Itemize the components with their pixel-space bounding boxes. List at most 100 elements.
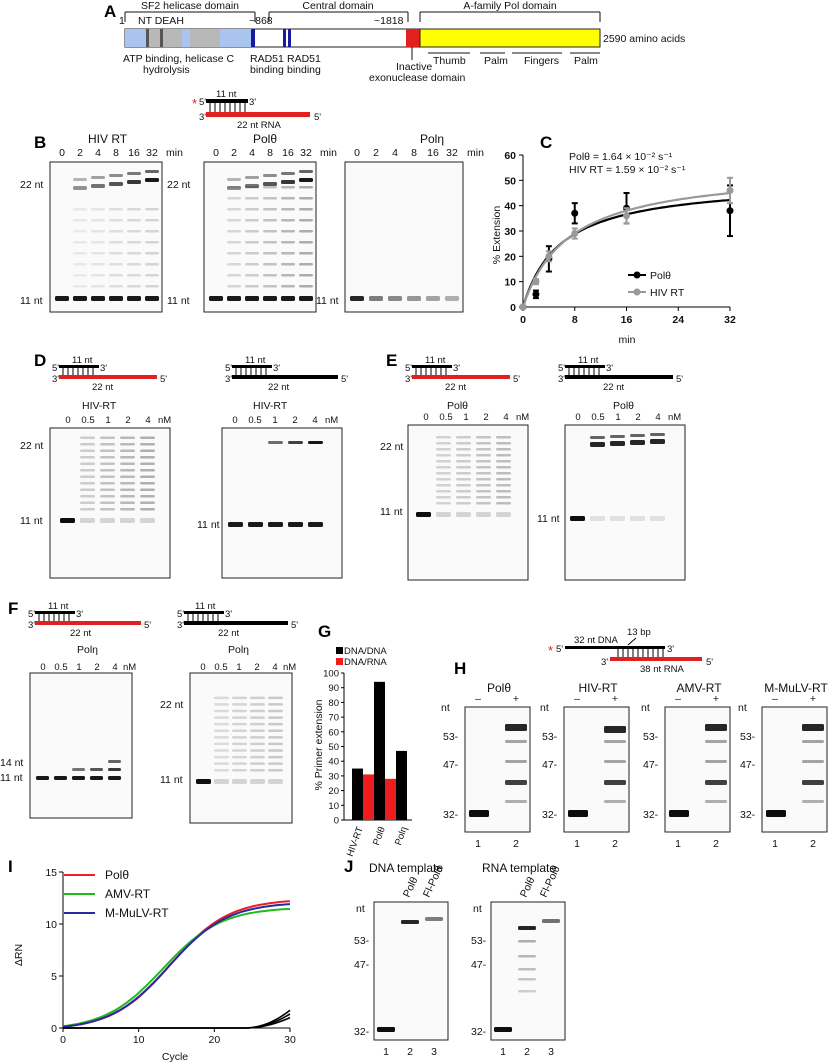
product-band: [604, 780, 626, 785]
ladder-band: [456, 472, 471, 475]
product-band: [145, 178, 159, 182]
ladder-band: [140, 475, 155, 478]
svg-text:11 nt: 11 nt: [380, 506, 403, 518]
ladder-band: [80, 462, 95, 465]
marker-47: 47-: [471, 959, 487, 971]
primer-band: [568, 810, 588, 817]
ladder-band: [268, 709, 283, 713]
atp-label: ATP binding, helicase C: [123, 53, 235, 65]
svg-text:3': 3': [100, 363, 107, 374]
marker-53: 53-: [354, 935, 370, 947]
primer-band: [476, 512, 491, 517]
svg-text:5': 5': [558, 363, 565, 374]
ladder-band: [436, 490, 451, 493]
svg-text:11 nt: 11 nt: [578, 355, 599, 366]
svg-text:5': 5': [676, 374, 683, 385]
lane-minus: –: [772, 693, 778, 705]
product-band: [705, 800, 727, 803]
lane-number: 2: [810, 838, 816, 850]
rad51-label-1: RAD51: [250, 53, 284, 65]
svg-text:5': 5': [160, 374, 167, 385]
j-gel: [373, 901, 449, 1041]
data-point: [532, 290, 540, 298]
length-label: 2590 amino acids: [603, 33, 685, 45]
svg-text:3': 3': [606, 363, 613, 374]
ladder-band: [120, 436, 135, 439]
ladder-band: [263, 274, 277, 277]
ladder-band: [73, 263, 87, 266]
ladder-band: [80, 488, 95, 491]
ladder-band: [299, 263, 313, 266]
ladder-band: [73, 241, 87, 244]
product-band: [505, 760, 527, 763]
ladder-band: [250, 709, 265, 713]
primer-band: [196, 779, 211, 784]
ladder-band: [214, 716, 229, 719]
svg-text:5': 5': [177, 609, 184, 620]
j-gel: [490, 901, 566, 1041]
primer-band: [308, 522, 323, 527]
panel-label-d: D: [34, 351, 46, 370]
svg-text:32 nt DNA: 32 nt DNA: [574, 635, 618, 646]
primer-band: [590, 516, 605, 521]
product-band: [802, 800, 824, 803]
svg-text:11 nt: 11 nt: [197, 519, 220, 531]
ladder-band: [73, 230, 87, 233]
gel-f1-title: Polη: [77, 644, 98, 656]
ladder-band: [120, 495, 135, 498]
lane-number: 1: [500, 1046, 506, 1058]
product-band: [108, 760, 121, 763]
svg-text:5': 5': [405, 363, 412, 374]
ladder-band: [281, 252, 295, 255]
marker-22nt-b2: 22 nt: [167, 179, 190, 191]
inactive-label: Inactive: [396, 61, 432, 73]
ladder-band: [268, 762, 283, 765]
product-band: [590, 442, 605, 447]
product-band: [542, 919, 560, 923]
ladder-band: [476, 466, 491, 469]
ladder-band: [91, 263, 105, 266]
ladder-band: [127, 230, 141, 233]
g-y-tick-label: 80: [328, 698, 339, 709]
conc-label: 1: [236, 662, 241, 673]
ladder-band: [232, 729, 247, 732]
ladder-band: [268, 742, 283, 746]
panel-e: E 5' 11 nt 3' 3' 5' 22 nt 5' 11 nt 3' 3'…: [380, 351, 686, 581]
bar-dna: [396, 750, 407, 820]
ladder-band: [299, 197, 313, 200]
svg-text:5': 5': [225, 363, 232, 374]
legend-rna: DNA/RNA: [344, 657, 387, 668]
legend-swatch-rna: [336, 658, 343, 665]
ladder-band: [263, 219, 277, 222]
gel-f2-title: Polη: [228, 644, 249, 656]
ladder-band: [476, 502, 491, 505]
product-band: [72, 768, 85, 771]
c-y-tick-label: 20: [504, 251, 516, 263]
ladder-band: [281, 274, 295, 277]
svg-text:22 nt: 22 nt: [70, 628, 91, 639]
product-band: [802, 740, 824, 743]
primer-band: [377, 1027, 395, 1032]
ladder-band: [214, 742, 229, 746]
ladder-band: [227, 263, 241, 266]
product-band: [604, 740, 626, 743]
ladder-band: [456, 454, 471, 457]
marker-53: 53-: [443, 731, 459, 743]
ladder-band: [436, 442, 451, 445]
lane-plus: +: [713, 693, 719, 705]
ladder-band: [232, 696, 247, 700]
ladder-band: [476, 484, 491, 487]
conc-label: 0: [232, 415, 237, 426]
svg-text:3': 3': [76, 609, 83, 620]
primer-band: [281, 296, 295, 301]
ladder-band: [299, 241, 313, 244]
gel-b3-title: Polη: [420, 132, 444, 146]
primer-band: [109, 296, 123, 301]
conc-label: 2: [125, 415, 130, 426]
ladder-band: [263, 230, 277, 233]
panel-a: A SF2 helicase domain Central domain A-f…: [104, 0, 685, 84]
ladder-band: [127, 285, 141, 288]
conc-unit: nM: [325, 415, 338, 426]
ladder-band: [456, 466, 471, 469]
